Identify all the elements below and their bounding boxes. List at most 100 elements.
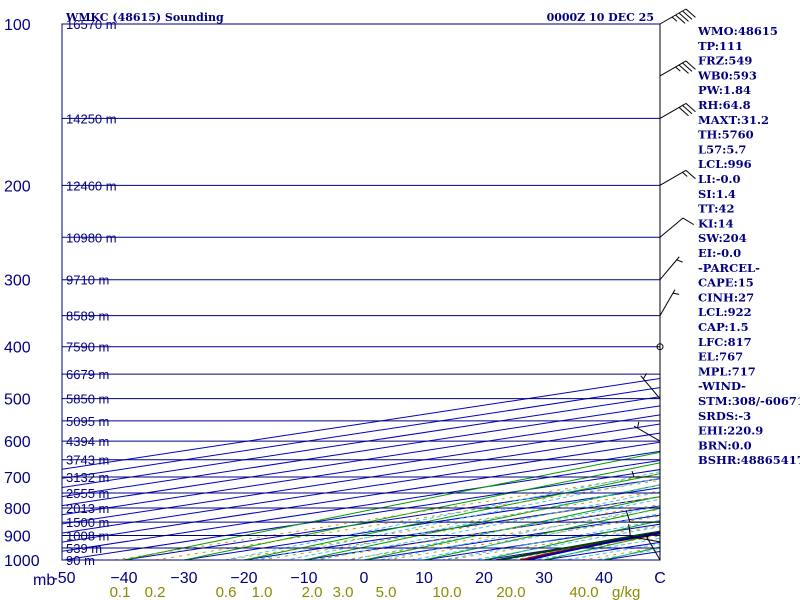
height-label: 7590 m <box>66 340 109 355</box>
height-label: 9710 m <box>66 273 109 288</box>
observation-time: 0000Z 10 DEC 25 <box>547 11 654 24</box>
barb-flag <box>678 12 689 22</box>
dry-adiabat <box>481 520 660 560</box>
barb-flag <box>628 524 631 537</box>
index-line: TP:111 <box>698 39 743 53</box>
barb-flag <box>685 8 696 18</box>
isotherm-line <box>62 405 660 498</box>
moist-adiabat <box>439 519 660 560</box>
dry-adiabat <box>241 473 660 560</box>
wind-barb <box>625 510 660 523</box>
wind-barb <box>640 373 661 399</box>
isotherm-line <box>62 450 660 543</box>
mixing-ratio-label: 20.0 <box>496 584 525 600</box>
height-label: 2555 m <box>66 486 109 501</box>
barb-half-flag <box>646 532 652 538</box>
mixing-ratio-label: 1.0 <box>252 584 273 600</box>
index-line: SW:204 <box>698 231 747 245</box>
barb-flag <box>682 217 695 226</box>
pressure-tick-label: 600 <box>4 434 31 451</box>
temperature-tick-label: 30 <box>535 570 553 587</box>
barb-shaft <box>640 375 661 399</box>
wind-barb <box>644 532 661 561</box>
barb-half-flag <box>675 66 681 72</box>
temperature-tick-label: 40 <box>595 570 613 587</box>
pressure-tick-label: 700 <box>4 470 31 487</box>
dry-adiabat <box>181 462 660 560</box>
isotherm-line <box>62 387 660 479</box>
index-line: EI:-0.0 <box>698 246 741 260</box>
station-title: WMKC (48615) Sounding <box>65 11 224 24</box>
index-line: SRDS:-3 <box>698 409 751 423</box>
barb-flag <box>685 103 696 113</box>
height-label: 12460 m <box>66 178 117 193</box>
height-label: 5850 m <box>66 392 109 407</box>
barb-shaft <box>644 533 661 561</box>
barb-shaft <box>659 169 687 186</box>
index-line: TT:42 <box>698 202 735 216</box>
barb-shaft <box>630 536 661 543</box>
temperature-tick-label: −20 <box>230 570 257 587</box>
wind-barb <box>659 8 696 25</box>
isotherm-line <box>62 414 660 507</box>
barb-flag <box>685 60 696 70</box>
index-line: WMO:48615 <box>697 24 778 38</box>
index-line: LCL:922 <box>698 305 752 319</box>
wind-barb <box>659 217 695 238</box>
dry-adiabat <box>361 495 660 560</box>
height-label: 539 m <box>66 541 102 556</box>
barb-shaft <box>659 217 684 238</box>
isotherm-line <box>62 459 660 552</box>
mixing-ratio-label: 0.6 <box>216 584 237 600</box>
pressure-tick-label: 1000 <box>4 553 40 570</box>
wind-barb <box>659 102 696 119</box>
mixing-ratio-label: 2.0 <box>302 584 323 600</box>
height-label: 3743 m <box>66 453 109 468</box>
isotherm-line <box>62 441 660 534</box>
pressure-tick-label: 900 <box>4 528 31 545</box>
moist-adiabat <box>408 513 660 560</box>
barb-half-flag <box>636 421 640 429</box>
height-label: 14250 m <box>66 111 117 126</box>
height-label: 4394 m <box>66 434 109 449</box>
index-line: PW:1.84 <box>698 83 751 97</box>
index-line: EHI:220.9 <box>698 424 763 438</box>
wind-barb <box>656 343 664 351</box>
barb-flag <box>682 10 693 20</box>
temperature-tick-label: -50 <box>52 570 75 587</box>
index-line: SI:1.4 <box>698 187 736 201</box>
index-line: BSHR:4886541762 <box>698 453 800 467</box>
pressure-tick-label: 400 <box>4 340 31 357</box>
index-line: MPL:717 <box>698 364 756 378</box>
wind-barb <box>628 524 661 543</box>
isobars <box>62 23 660 561</box>
index-line: -PARCEL- <box>698 261 760 275</box>
barb-shaft <box>659 60 687 77</box>
height-label: 3132 m <box>66 470 109 485</box>
pressure-tick-label: 100 <box>4 17 31 34</box>
height-label: 90 m <box>66 553 95 568</box>
temperature-tick-label: 20 <box>475 570 493 587</box>
pressure-tick-label: 200 <box>4 178 31 195</box>
barb-shaft <box>659 289 676 316</box>
mixing-ratio-unit-label: g/kg <box>612 584 640 600</box>
moist-adiabat <box>222 471 660 560</box>
dry-adiabat <box>121 451 660 560</box>
mixing-ratio-label: 0.2 <box>145 584 166 600</box>
index-line: LI:-0.0 <box>698 172 741 186</box>
index-line: FRZ:549 <box>698 54 752 68</box>
calm-wind-marker <box>656 343 664 351</box>
barb-half-flag <box>671 16 678 22</box>
index-line: BRN:0.0 <box>698 438 752 452</box>
moist-adiabat <box>345 498 660 560</box>
wind-barb <box>659 169 696 186</box>
index-line: CINH:27 <box>698 290 754 304</box>
barb-flag <box>675 14 686 24</box>
barb-shaft <box>659 256 680 281</box>
temperature-tick-label: −10 <box>290 570 317 587</box>
wind-barb <box>630 470 660 478</box>
pressure-tick-label: 300 <box>4 273 31 290</box>
height-label: 6679 m <box>66 367 109 382</box>
barb-flag <box>682 105 693 115</box>
